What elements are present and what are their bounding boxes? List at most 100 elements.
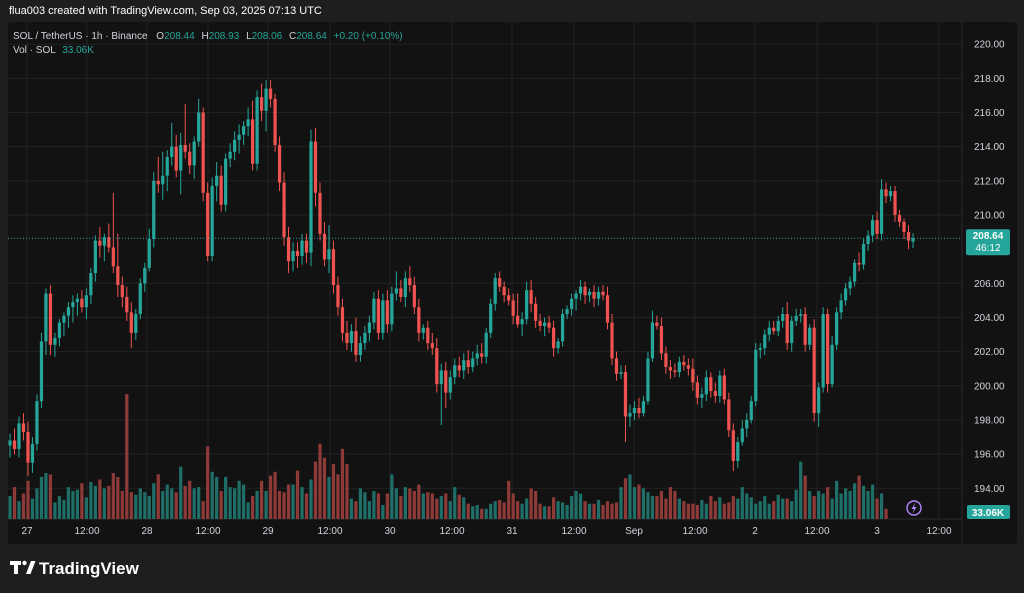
candle bbox=[255, 90, 259, 171]
credit-text: flua003 created with TradingView.com, Se… bbox=[9, 5, 322, 17]
candle bbox=[156, 156, 160, 193]
volume-bar bbox=[592, 503, 596, 519]
candle bbox=[605, 286, 610, 330]
volume-bar bbox=[215, 476, 219, 519]
volume-bar bbox=[403, 487, 407, 519]
candle bbox=[489, 298, 493, 338]
volume-bar bbox=[534, 490, 538, 519]
volume-bar bbox=[736, 498, 740, 519]
volume-bar bbox=[574, 490, 578, 519]
candle bbox=[520, 312, 524, 337]
volume-bar bbox=[331, 464, 336, 519]
candle bbox=[511, 293, 515, 325]
volume-bar bbox=[673, 490, 677, 519]
volume-legend: Vol · SOL 33.06K bbox=[13, 45, 94, 56]
close-label: C bbox=[289, 31, 296, 42]
candle bbox=[426, 320, 430, 350]
candle bbox=[745, 413, 749, 438]
candle bbox=[421, 324, 425, 340]
brand-name: TradingView bbox=[39, 559, 140, 578]
candle bbox=[462, 353, 466, 379]
candle bbox=[183, 103, 187, 159]
candle bbox=[587, 288, 592, 303]
volume-bar bbox=[268, 475, 273, 519]
candle bbox=[893, 185, 897, 222]
price-tick-label: 200.00 bbox=[974, 381, 1005, 392]
volume-bar bbox=[93, 485, 97, 519]
candle bbox=[399, 279, 403, 303]
volume-bar bbox=[102, 488, 106, 519]
volume-bar bbox=[152, 483, 156, 519]
candle bbox=[574, 290, 578, 311]
volume-bar bbox=[286, 484, 291, 519]
volume-bar bbox=[776, 494, 780, 519]
volume-bar bbox=[188, 480, 192, 519]
open-label: O bbox=[156, 31, 164, 42]
candle bbox=[264, 80, 268, 132]
volume-bar bbox=[80, 483, 84, 519]
price-axis[interactable]: 220.00 218.00 216.00 214.00 212.00 210.00 206.… bbox=[974, 40, 1005, 495]
volume-bar bbox=[210, 471, 214, 519]
ohlc-legend: SOL / TetherUS · 1h · Binance O208.44 H2… bbox=[13, 31, 403, 42]
volume-bar bbox=[277, 490, 282, 519]
candle bbox=[794, 308, 798, 327]
time-tick-label: 12:00 bbox=[926, 526, 951, 537]
volume-bar bbox=[655, 496, 659, 519]
volume-bar bbox=[682, 501, 686, 519]
candle bbox=[26, 421, 30, 477]
volume-bar bbox=[785, 498, 789, 519]
candle bbox=[596, 286, 601, 306]
candle bbox=[147, 228, 151, 272]
candle bbox=[268, 80, 273, 108]
volume-bar bbox=[12, 487, 17, 519]
volume-bar bbox=[399, 496, 403, 519]
candle bbox=[174, 134, 178, 178]
candle bbox=[313, 127, 318, 207]
volume-bar bbox=[439, 496, 443, 519]
candle bbox=[848, 276, 852, 296]
candle bbox=[331, 240, 336, 294]
volume-bar bbox=[839, 493, 843, 519]
volume-bar bbox=[304, 493, 309, 519]
volume-bar bbox=[709, 496, 713, 519]
candle bbox=[911, 233, 915, 249]
high-label: H bbox=[201, 31, 208, 42]
volume-bar bbox=[754, 503, 758, 519]
candle bbox=[610, 314, 614, 366]
time-tick-label: 12:00 bbox=[561, 526, 586, 537]
candle bbox=[152, 172, 156, 248]
time-tick-label: 12:00 bbox=[74, 526, 99, 537]
time-tick-label: 12:00 bbox=[804, 526, 829, 537]
candle bbox=[650, 310, 655, 362]
volume-bar bbox=[84, 497, 88, 519]
time-axis[interactable]: 27 12:00 28 12:00 29 12:00 30 12:00 31 12:00 Sep 12… bbox=[21, 526, 952, 537]
volume-bar bbox=[664, 498, 668, 519]
volume-bar bbox=[799, 461, 803, 519]
low-label: L bbox=[246, 31, 252, 42]
lightning-icon[interactable] bbox=[906, 500, 922, 516]
candle bbox=[129, 302, 133, 349]
volume-bar bbox=[183, 485, 187, 519]
candle bbox=[623, 365, 628, 443]
candle bbox=[664, 346, 668, 374]
candle bbox=[439, 363, 443, 426]
volume-bar bbox=[722, 503, 726, 519]
candle bbox=[408, 266, 412, 292]
candle bbox=[560, 308, 565, 347]
volume-bar bbox=[219, 490, 223, 519]
candle bbox=[304, 233, 309, 263]
time-tick-label: 12:00 bbox=[195, 526, 220, 537]
volume-bar bbox=[480, 508, 484, 519]
volume-bar bbox=[623, 478, 628, 519]
volume-bar bbox=[812, 496, 816, 519]
candle bbox=[659, 317, 664, 361]
candle bbox=[592, 285, 596, 308]
volume-bar bbox=[821, 493, 825, 519]
volume-bar bbox=[111, 473, 115, 519]
candle bbox=[812, 319, 816, 422]
volume-bar bbox=[134, 494, 138, 519]
price-tick-label: 194.00 bbox=[974, 484, 1005, 495]
volume-bar bbox=[237, 480, 241, 519]
volume-bar bbox=[529, 488, 533, 519]
